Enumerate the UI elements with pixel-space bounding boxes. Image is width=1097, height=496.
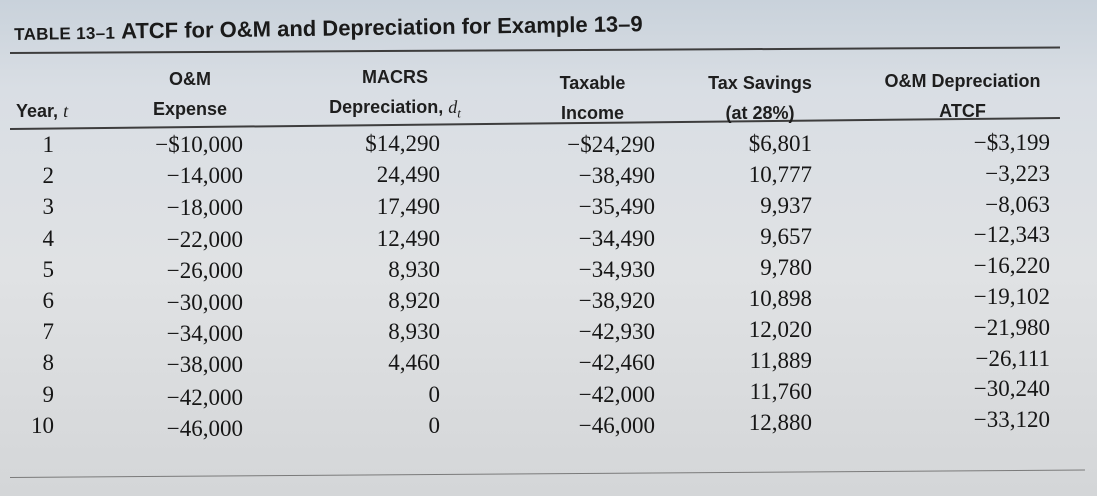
cell-ts: 11,760: [749, 379, 812, 404]
cell-year: 1: [42, 132, 55, 157]
cell-om: −30,000: [166, 290, 243, 315]
cell-dep: 24,490: [376, 162, 440, 188]
cell-om: −14,000: [166, 163, 243, 189]
cell-ts: 10,898: [748, 286, 812, 311]
cell-atcf: −33,120: [973, 407, 1050, 433]
header-macrs: MACRS Depreciation, dt: [329, 67, 461, 121]
cell-ts: $6,801: [748, 131, 812, 156]
cell-year: 4: [42, 225, 55, 251]
cell-atcf: −30,240: [973, 376, 1050, 402]
cell-ts: 9,657: [760, 224, 812, 249]
header-om-expense: O&M Expense: [152, 69, 228, 119]
cell-om: −22,000: [166, 226, 243, 252]
cell-ts: 9,937: [760, 193, 812, 218]
header-taxable-income: Taxable Income: [559, 73, 626, 123]
cell-om: −38,000: [166, 352, 243, 378]
cell-ts: 10,777: [748, 162, 812, 187]
cell-year: 2: [42, 163, 55, 189]
cell-year: 7: [42, 319, 55, 345]
cell-om: −$10,000: [155, 132, 243, 157]
cell-dep: 8,930: [388, 256, 440, 282]
header-year: Year, t: [16, 101, 69, 121]
cell-atcf: −12,343: [973, 222, 1050, 248]
cell-dep: 4,460: [388, 350, 440, 376]
cell-ti: −42,000: [578, 381, 655, 407]
cell-ti: −46,000: [578, 412, 655, 438]
cell-dep: 8,920: [388, 288, 440, 313]
cell-dep: 17,490: [376, 194, 440, 220]
cell-ti: −38,490: [578, 163, 655, 189]
cell-atcf: −19,102: [973, 284, 1050, 309]
cell-ts: 11,889: [749, 348, 812, 373]
cell-ti: −42,930: [578, 319, 655, 345]
cell-om: −34,000: [166, 321, 243, 347]
cell-atcf: −8,063: [985, 191, 1050, 217]
cell-year: 10: [31, 412, 54, 438]
cell-dep: 0: [428, 381, 441, 407]
cell-om: −46,000: [166, 415, 243, 441]
cell-atcf: −16,220: [973, 253, 1050, 279]
cell-year: 6: [42, 288, 55, 313]
cell-om: −42,000: [166, 384, 243, 410]
cell-atcf: −26,111: [975, 345, 1050, 371]
cell-om: −26,000: [166, 257, 243, 283]
cell-dep: $14,290: [365, 131, 440, 156]
cell-ts: 9,780: [760, 255, 812, 280]
cell-ti: −35,490: [578, 194, 655, 220]
cell-atcf: −21,980: [973, 314, 1050, 340]
cell-ti: −$24,290: [567, 132, 655, 157]
header-atcf: O&M Depreciation ATCF: [884, 71, 1041, 121]
cell-ti: −38,920: [578, 288, 655, 313]
cell-year: 9: [42, 381, 55, 407]
cell-year: 3: [42, 194, 55, 220]
cell-om: −18,000: [166, 195, 243, 221]
cell-year: 8: [42, 350, 55, 376]
cell-ti: −34,930: [578, 256, 655, 282]
cell-atcf: −$3,199: [973, 130, 1050, 155]
cell-dep: 0: [428, 412, 441, 438]
cell-dep: 12,490: [376, 225, 440, 251]
cell-ts: 12,020: [748, 317, 812, 342]
header-tax-savings: Tax Savings (at 28%): [708, 73, 812, 123]
cell-ti: −42,460: [578, 350, 655, 376]
cell-year: 5: [42, 256, 55, 282]
cell-ti: −34,490: [578, 225, 655, 251]
cell-atcf: −3,223: [985, 160, 1050, 186]
cell-dep: 8,930: [388, 319, 440, 345]
cell-ts: 12,880: [748, 410, 812, 435]
